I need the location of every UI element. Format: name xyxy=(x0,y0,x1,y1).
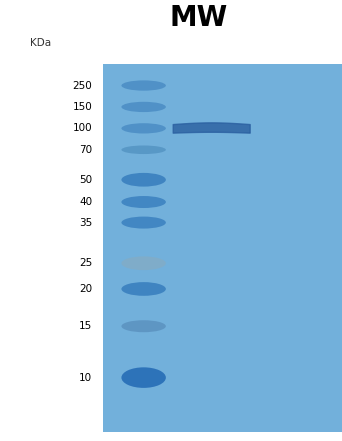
Ellipse shape xyxy=(121,282,166,296)
Text: 10: 10 xyxy=(79,373,92,383)
Text: 25: 25 xyxy=(79,258,92,268)
Ellipse shape xyxy=(121,123,166,134)
Ellipse shape xyxy=(121,196,166,208)
Bar xyxy=(103,64,342,433)
Ellipse shape xyxy=(121,102,166,112)
Text: 35: 35 xyxy=(79,217,92,228)
Text: 150: 150 xyxy=(73,102,92,112)
Ellipse shape xyxy=(121,80,166,91)
Text: 70: 70 xyxy=(79,145,92,155)
Text: 100: 100 xyxy=(73,123,92,133)
Text: 20: 20 xyxy=(79,284,92,294)
Text: KDa: KDa xyxy=(30,38,52,49)
Ellipse shape xyxy=(121,173,166,187)
Ellipse shape xyxy=(121,217,166,228)
Text: 250: 250 xyxy=(73,81,92,90)
Ellipse shape xyxy=(121,367,166,388)
Ellipse shape xyxy=(121,146,166,154)
Text: 15: 15 xyxy=(79,321,92,331)
Text: 40: 40 xyxy=(79,197,92,207)
Ellipse shape xyxy=(121,320,166,332)
Text: 50: 50 xyxy=(79,175,92,185)
Text: MW: MW xyxy=(169,4,227,32)
Ellipse shape xyxy=(121,256,166,270)
